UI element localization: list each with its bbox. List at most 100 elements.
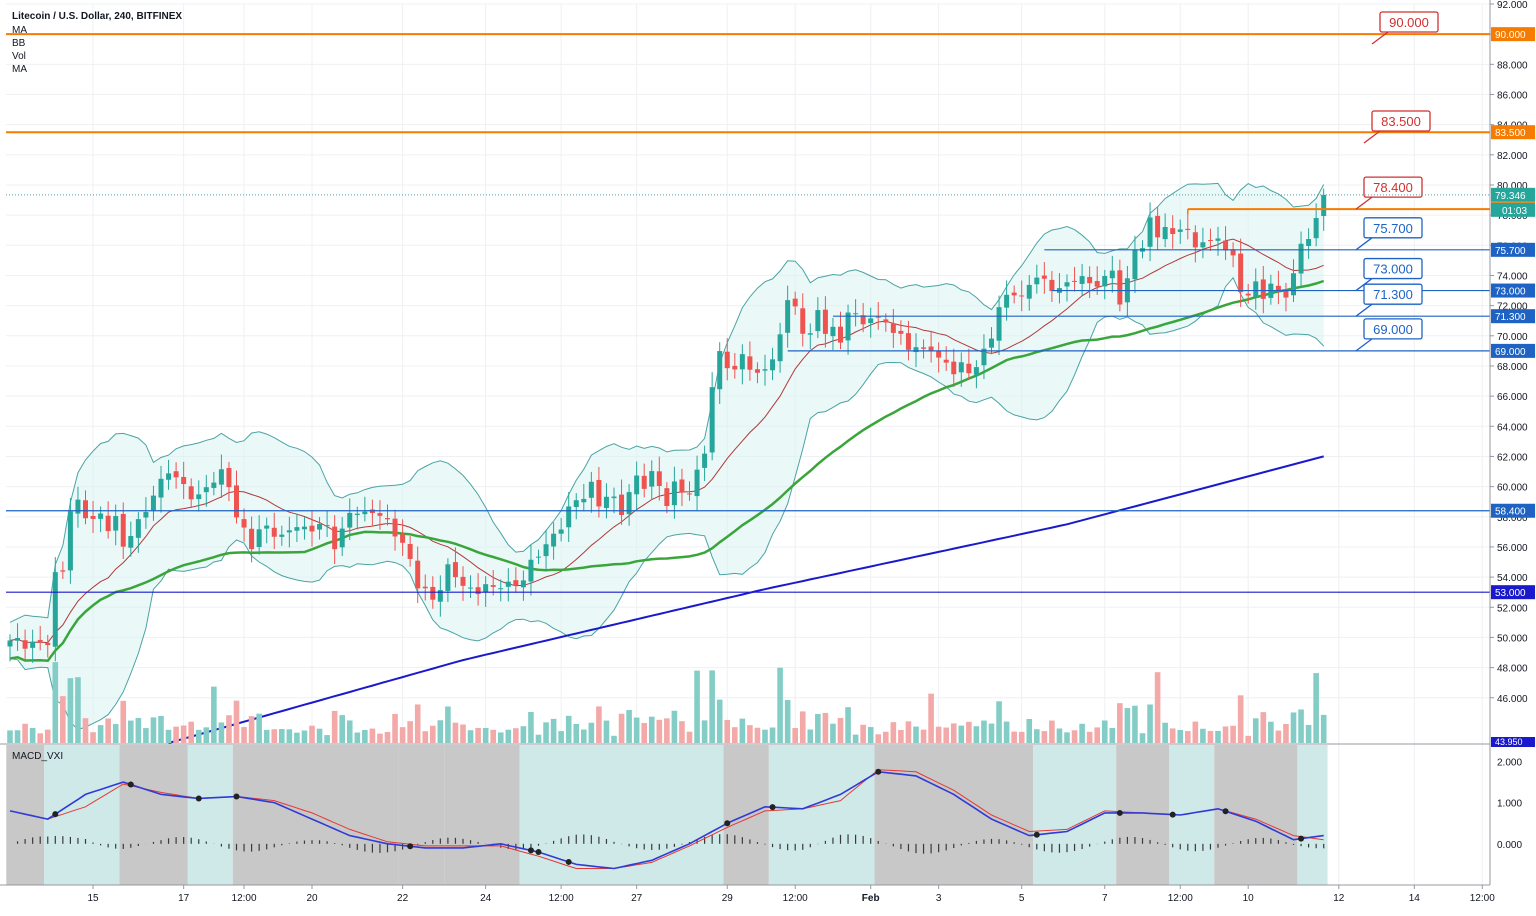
candle-body xyxy=(875,316,881,318)
candle-body xyxy=(807,333,813,335)
candle-body xyxy=(1155,215,1161,238)
price-tag-69.000-bg xyxy=(1491,343,1535,358)
candle xyxy=(649,460,655,500)
price-tag-83.500: 83.500 xyxy=(1495,128,1526,139)
cutoff-tag: 43.950 xyxy=(1495,737,1523,747)
candle-body xyxy=(679,479,685,493)
volume-bar xyxy=(1011,731,1017,743)
candle-body xyxy=(656,471,662,486)
candle-body xyxy=(490,585,496,587)
time-tick-label: 7 xyxy=(1102,893,1108,904)
candle xyxy=(1041,262,1047,294)
candle-body xyxy=(437,590,443,602)
candle xyxy=(218,454,224,499)
candle xyxy=(921,339,927,359)
candle xyxy=(1109,255,1115,293)
callout-text: 73.000 xyxy=(1373,262,1413,277)
volume-bar xyxy=(346,720,353,743)
indicator-label-ma2[interactable]: MA xyxy=(12,64,27,75)
candle-body xyxy=(226,467,232,488)
candle xyxy=(1072,266,1078,292)
candle xyxy=(936,342,942,373)
macd-label[interactable]: MACD_VXI xyxy=(12,751,64,762)
candle-body xyxy=(687,493,692,495)
volume-bar xyxy=(203,727,210,743)
volume-bar xyxy=(694,670,700,743)
candle-body xyxy=(143,512,149,518)
candle xyxy=(188,478,194,509)
candle xyxy=(1147,202,1153,262)
candle xyxy=(1283,282,1289,312)
candle-body xyxy=(785,300,791,333)
candle xyxy=(1117,259,1123,312)
macd-shade xyxy=(1214,745,1298,885)
price-tag-73.000-bg xyxy=(1491,283,1535,298)
candle xyxy=(30,629,36,663)
volume-bar xyxy=(581,729,587,743)
macd-cross-dot xyxy=(1298,835,1305,842)
candle xyxy=(196,480,202,512)
candle-body xyxy=(196,494,202,500)
volume-bar xyxy=(852,734,859,743)
volume-bar xyxy=(1094,727,1100,743)
volume-bar xyxy=(513,728,519,743)
indicator-label-bb[interactable]: BB xyxy=(12,38,26,49)
candle xyxy=(702,445,708,482)
volume-bar xyxy=(686,731,693,743)
candle xyxy=(468,575,474,599)
macd-cross-dot xyxy=(52,811,59,818)
candle xyxy=(90,501,96,534)
macd-shade xyxy=(768,745,875,885)
price-tick-label: 92.000 xyxy=(1497,0,1528,11)
candle-body xyxy=(905,333,911,350)
candle-body xyxy=(317,524,323,530)
candle-body xyxy=(150,495,156,511)
candle-body xyxy=(392,518,398,537)
candle xyxy=(362,496,368,522)
bb-lower-line xyxy=(9,276,1325,731)
macd-cross-dot xyxy=(1169,811,1176,818)
candle xyxy=(611,487,617,514)
candle-body xyxy=(75,499,81,514)
candle-body xyxy=(256,529,262,548)
candle xyxy=(520,570,526,601)
price-tick-label: 88.000 xyxy=(1497,60,1528,71)
volume-bar xyxy=(135,718,142,743)
candle xyxy=(815,297,821,339)
candle xyxy=(770,347,776,381)
volume-bar xyxy=(233,700,240,743)
candle-body xyxy=(898,330,904,334)
candle xyxy=(1170,215,1176,249)
callout-text: 75.700 xyxy=(1373,221,1413,236)
candle xyxy=(241,508,247,542)
price-tick-label: 68.000 xyxy=(1497,362,1528,373)
candle-body xyxy=(921,347,927,349)
candle xyxy=(452,547,458,588)
candle xyxy=(1200,227,1206,259)
candle xyxy=(573,493,579,520)
candle-body xyxy=(45,642,51,646)
candle-body xyxy=(822,309,828,334)
chart-title: Litecoin / U.S. Dollar, 240, BITFINEX xyxy=(12,11,183,22)
indicator-label-ma[interactable]: MA xyxy=(12,25,27,36)
callout-box-75.700 xyxy=(1363,217,1423,239)
indicator-label-vol[interactable]: Vol xyxy=(12,51,26,62)
volume-bar xyxy=(732,727,738,743)
candle xyxy=(1155,206,1161,251)
candle-body xyxy=(1298,243,1304,274)
candle xyxy=(1215,226,1221,256)
candle-body xyxy=(996,307,1002,341)
volume-bar xyxy=(973,726,980,743)
price-tag-90.000: 90.000 xyxy=(1495,30,1526,41)
candle xyxy=(641,463,647,498)
candle-body xyxy=(105,515,111,532)
volume-bar xyxy=(709,670,715,743)
candle xyxy=(437,575,443,617)
volume-bar xyxy=(1230,725,1236,743)
volume-bar xyxy=(1305,725,1312,743)
volume-bar xyxy=(724,719,731,743)
candle xyxy=(989,327,994,355)
candle-body xyxy=(671,481,677,506)
candle xyxy=(679,468,685,507)
macd-shade xyxy=(187,745,233,885)
